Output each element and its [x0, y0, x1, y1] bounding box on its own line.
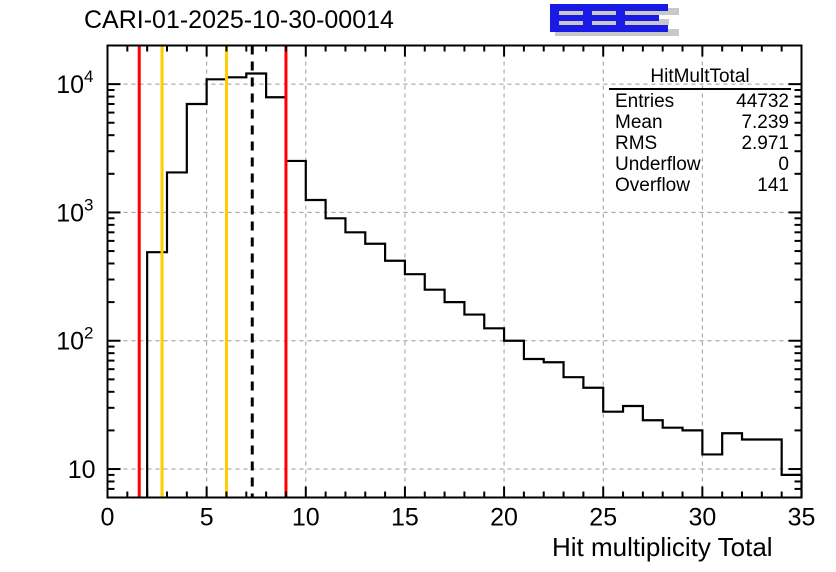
x-axis-title: Hit multiplicity Total: [552, 532, 773, 562]
stats-row: RMS 2.971: [605, 133, 795, 154]
stats-label: Entries: [615, 91, 675, 112]
stats-row: Entries 44732: [605, 91, 795, 112]
stats-value: 7.239: [741, 112, 789, 133]
stats-value: 0: [778, 154, 789, 175]
eee-logo: Extreme Energy Events La Scienza nelle S…: [540, 2, 836, 42]
x-tick-label: 35: [788, 504, 816, 532]
y-tick-exponent: 4: [84, 67, 93, 86]
stats-row: Mean 7.239: [605, 112, 795, 133]
stats-row: Overflow 141: [605, 175, 795, 196]
eee-logo-mark: [550, 4, 679, 36]
stats-label: Mean: [615, 112, 663, 133]
x-tick-label: 25: [589, 504, 617, 532]
histogram-outline: [146, 72, 803, 498]
y-tick-label: 103: [56, 195, 93, 227]
stats-value: 2.971: [741, 133, 789, 154]
stats-row: Underflow 0: [605, 154, 795, 175]
x-tick-label: 15: [391, 504, 419, 532]
data-layer: [137, 45, 803, 498]
y-tick-label: 102: [56, 324, 93, 356]
plot-frame: [106, 44, 803, 499]
stats-box: HitMultTotal Entries 44732 Mean 7.239 RMS 2.9…: [605, 66, 795, 196]
axes: [106, 44, 803, 499]
stats-label: Underflow: [615, 154, 701, 175]
stats-rows: Entries 44732 Mean 7.239 RMS 2.971 Underflow 0 O…: [605, 91, 795, 196]
x-tick-label: 20: [490, 504, 518, 532]
stats-title: HitMultTotal: [609, 66, 791, 90]
stats-value: 44732: [736, 91, 789, 112]
y-tick-exponent: 2: [84, 324, 93, 343]
page-title: CARI-01-2025-10-30-00014: [84, 6, 394, 34]
x-tick-label: 0: [101, 504, 115, 532]
x-tick-label: 10: [292, 504, 320, 532]
y-tick-label: 10: [68, 456, 96, 484]
stats-value: 141: [757, 175, 789, 196]
x-tick-label: 5: [200, 504, 214, 532]
x-tick-label: 30: [688, 504, 716, 532]
stats-label: RMS: [615, 133, 658, 154]
y-tick-label: 104: [56, 67, 93, 99]
y-tick-exponent: 3: [84, 195, 93, 214]
stats-label: Overflow: [615, 175, 690, 196]
